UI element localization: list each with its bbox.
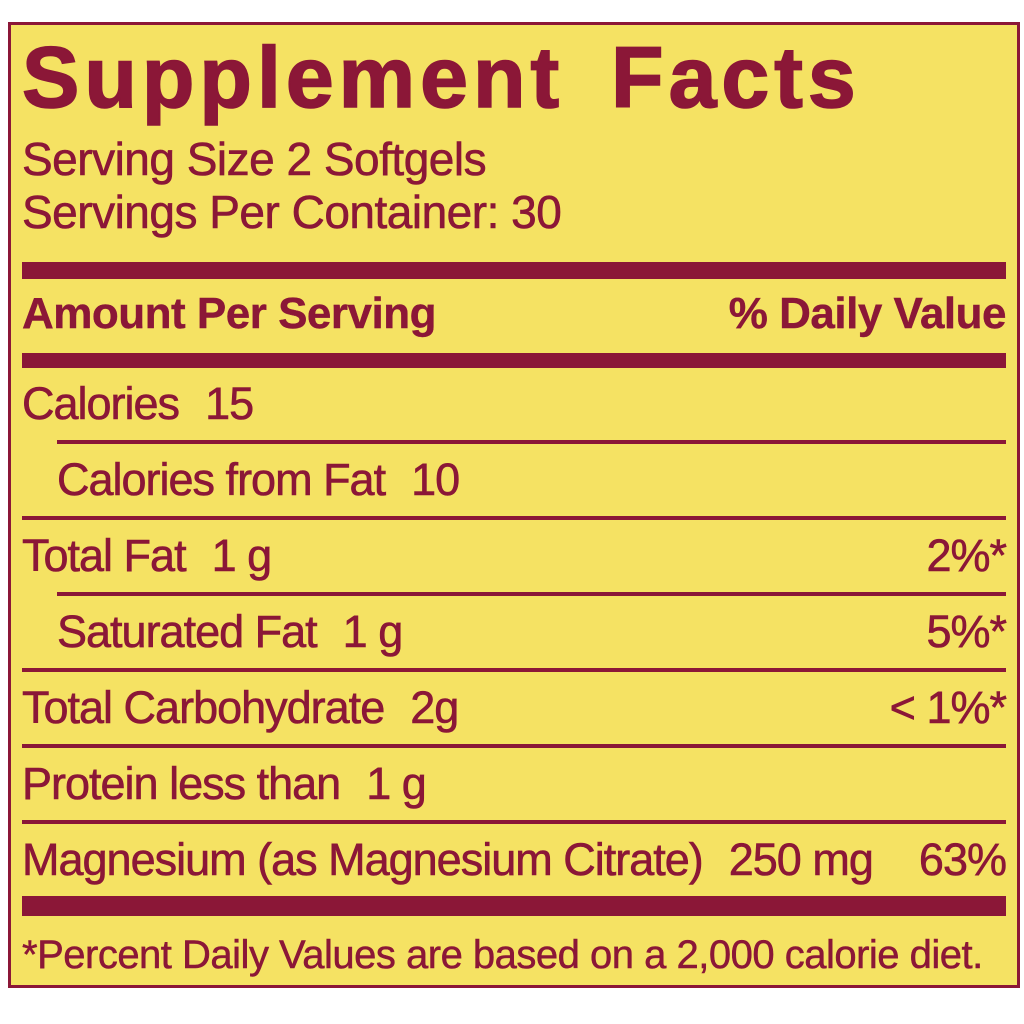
servings-per-container: Servings Per Container: 30	[22, 186, 562, 239]
nutrient-row-saturated-fat: Saturated Fat 1 g 5%*	[22, 596, 1008, 668]
daily-value-footnote: *Percent Daily Values are based on a 2,0…	[22, 933, 984, 978]
nutrient-amount: 1 g	[342, 606, 403, 658]
nutrient-name: Saturated Fat	[57, 606, 318, 658]
nutrient-amount: 15	[205, 378, 255, 430]
nutrient-daily-value: 5%*	[926, 606, 1007, 658]
divider-full	[22, 744, 1006, 748]
column-header-row: Amount Per Serving % Daily Value	[22, 279, 1007, 340]
nutrient-name: Protein less than	[22, 758, 342, 810]
supplement-facts-label: Supplement Facts Serving Size 2 Softgels…	[8, 22, 1020, 988]
nutrient-name: Calories from Fat	[57, 454, 387, 506]
percent-daily-value-header: % Daily Value	[728, 289, 1007, 338]
serving-size: Serving Size 2 Softgels	[22, 133, 487, 186]
thick-divider-bottom	[22, 896, 1006, 916]
nutrient-amount: 250 mg	[728, 834, 874, 886]
nutrient-row-magnesium: Magnesium (as Magnesium Citrate) 250 mg 6…	[22, 824, 1008, 896]
divider-full	[22, 516, 1006, 520]
nutrient-daily-value: < 1%*	[889, 682, 1007, 734]
nutrient-name: Calories	[22, 378, 181, 430]
nutrient-amount: 1 g	[366, 758, 427, 810]
nutrient-daily-value: 63%	[918, 834, 1008, 886]
nutrient-amount: 10	[411, 454, 461, 506]
divider-indented	[57, 440, 1006, 444]
nutrient-row-calories: Calories 15	[22, 368, 1006, 440]
nutrient-name: Magnesium (as Magnesium Citrate)	[22, 834, 704, 886]
thick-divider-header	[22, 353, 1006, 368]
nutrient-row-calories-from-fat: Calories from Fat 10	[22, 444, 1006, 516]
serving-info: Serving Size 2 Softgels Servings Per Con…	[22, 133, 1006, 239]
nutrient-row-protein: Protein less than 1 g	[22, 748, 1006, 820]
nutrient-daily-value: 2%*	[926, 530, 1007, 582]
label-title: Supplement Facts	[21, 30, 861, 126]
thick-divider-top	[22, 262, 1006, 279]
amount-per-serving-header: Amount Per Serving	[22, 289, 437, 338]
nutrient-row-total-fat: Total Fat 1 g 2%*	[22, 520, 1008, 592]
nutrient-name: Total Fat	[22, 530, 187, 582]
nutrient-name: Total Carbohydrate	[22, 682, 386, 734]
nutrient-amount: 1 g	[211, 530, 272, 582]
divider-indented	[57, 592, 1006, 596]
divider-full	[22, 820, 1006, 824]
nutrient-amount: 2g	[410, 682, 460, 734]
divider-full	[22, 668, 1006, 672]
nutrient-row-total-carbohydrate: Total Carbohydrate 2g < 1%*	[22, 672, 1008, 744]
